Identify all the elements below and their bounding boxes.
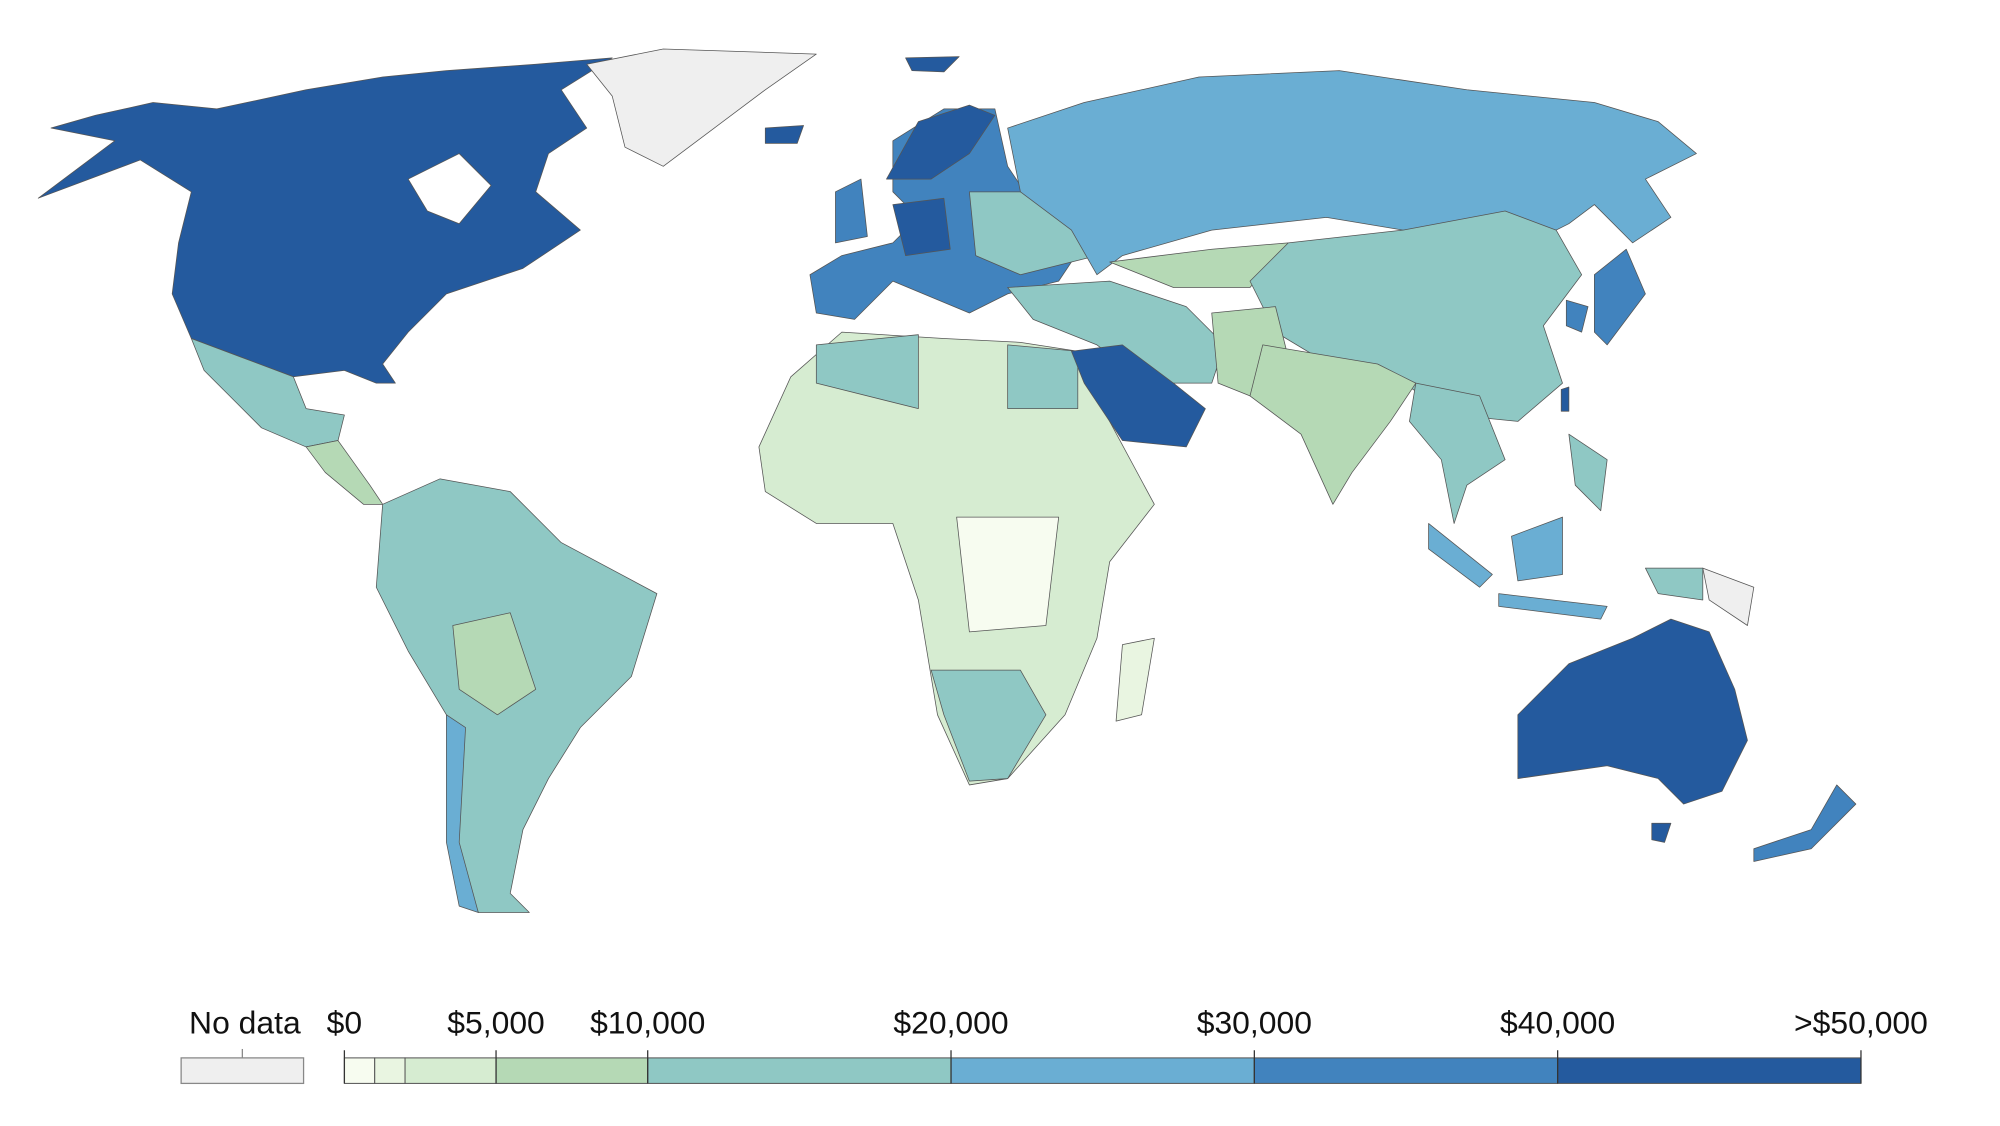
- borneo: [1511, 516, 1563, 582]
- philippines: [1568, 433, 1608, 512]
- australia: [1517, 618, 1748, 805]
- legend-bin: [950, 1057, 1255, 1084]
- madagascar: [1115, 637, 1155, 722]
- egypt: [1007, 344, 1079, 410]
- svalbard: [905, 56, 960, 73]
- legend-bin: [374, 1057, 406, 1084]
- central-africa: [956, 516, 1060, 633]
- map-land: [37, 48, 1857, 913]
- germany: [892, 197, 951, 256]
- legend-tick-label: $10,000: [590, 1005, 705, 1041]
- legend-bin: [1253, 1057, 1559, 1084]
- sumatra: [1428, 523, 1493, 588]
- west-new-guinea: [1645, 567, 1704, 601]
- iceland: [764, 125, 804, 144]
- saudi-arabia: [1071, 344, 1206, 448]
- java: [1498, 593, 1608, 620]
- central-america: [305, 440, 384, 505]
- southern-africa: [930, 669, 1047, 782]
- legend-bin: [1557, 1057, 1862, 1084]
- no-data-swatch: [180, 1057, 305, 1085]
- legend-tick-label: $0: [327, 1005, 362, 1041]
- korea: [1565, 299, 1589, 333]
- north-america: [37, 57, 613, 384]
- uk: [835, 178, 868, 244]
- taiwan: [1560, 386, 1570, 412]
- legend-tick-label: >$50,000: [1794, 1005, 1928, 1041]
- chile: [446, 714, 479, 913]
- legend-bin: [343, 1057, 376, 1084]
- bolivia: [452, 612, 537, 716]
- scandinavia: [886, 104, 996, 180]
- new-zealand: [1753, 784, 1857, 862]
- no-data-label: No data: [189, 1005, 301, 1041]
- legend: No data $0 $5,000 $10,000 $20,000 $30,000 $40…: [180, 1005, 1928, 1085]
- china: [1249, 210, 1583, 422]
- papua-new-guinea: [1702, 567, 1755, 626]
- middle-east: [1007, 280, 1225, 384]
- legend-bin: [647, 1057, 952, 1084]
- greenland: [586, 48, 817, 167]
- africa: [758, 331, 1155, 786]
- legend-tick-label: $30,000: [1197, 1005, 1312, 1041]
- legend-bin: [404, 1057, 497, 1084]
- southeast-asia: [1409, 382, 1506, 524]
- japan: [1594, 248, 1646, 346]
- legend-tick-label: $20,000: [893, 1005, 1008, 1041]
- hudson-bay: [407, 153, 492, 225]
- tasmania: [1651, 822, 1672, 843]
- legend-tick-label: $40,000: [1500, 1005, 1615, 1041]
- legend-tick-label: $5,000: [447, 1005, 545, 1041]
- india: [1249, 344, 1417, 505]
- algeria: [815, 334, 919, 410]
- legend-bin: [495, 1057, 649, 1084]
